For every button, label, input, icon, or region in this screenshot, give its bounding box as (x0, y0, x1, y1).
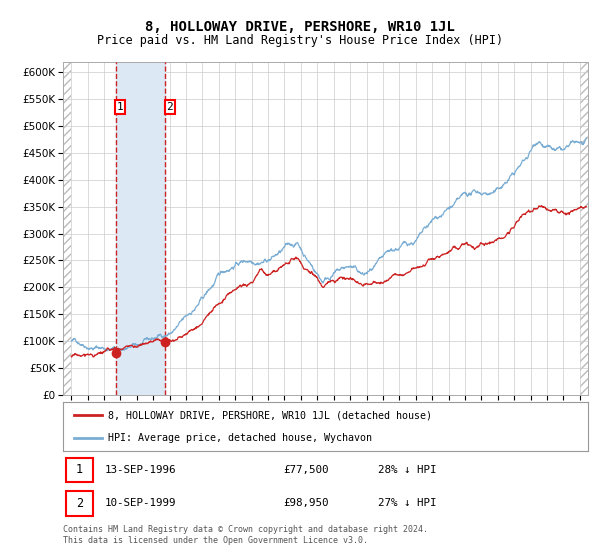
Text: £98,950: £98,950 (284, 498, 329, 508)
Text: 10-SEP-1999: 10-SEP-1999 (105, 498, 176, 508)
Text: £77,500: £77,500 (284, 465, 329, 475)
Text: 1: 1 (117, 102, 124, 112)
Text: Price paid vs. HM Land Registry's House Price Index (HPI): Price paid vs. HM Land Registry's House … (97, 34, 503, 46)
Text: 13-SEP-1996: 13-SEP-1996 (105, 465, 176, 475)
Text: Contains HM Land Registry data © Crown copyright and database right 2024.
This d: Contains HM Land Registry data © Crown c… (63, 525, 428, 545)
Text: 1: 1 (76, 463, 83, 477)
Text: 27% ↓ HPI: 27% ↓ HPI (378, 498, 437, 508)
Text: 8, HOLLOWAY DRIVE, PERSHORE, WR10 1JL: 8, HOLLOWAY DRIVE, PERSHORE, WR10 1JL (145, 20, 455, 34)
Text: 8, HOLLOWAY DRIVE, PERSHORE, WR10 1JL (detached house): 8, HOLLOWAY DRIVE, PERSHORE, WR10 1JL (d… (107, 410, 431, 421)
Text: HPI: Average price, detached house, Wychavon: HPI: Average price, detached house, Wych… (107, 433, 371, 444)
Bar (63, 62, 71, 395)
Text: 2: 2 (76, 497, 83, 510)
Text: 2: 2 (166, 102, 173, 112)
Bar (116, 62, 165, 395)
Bar (580, 62, 588, 395)
Text: 28% ↓ HPI: 28% ↓ HPI (378, 465, 437, 475)
